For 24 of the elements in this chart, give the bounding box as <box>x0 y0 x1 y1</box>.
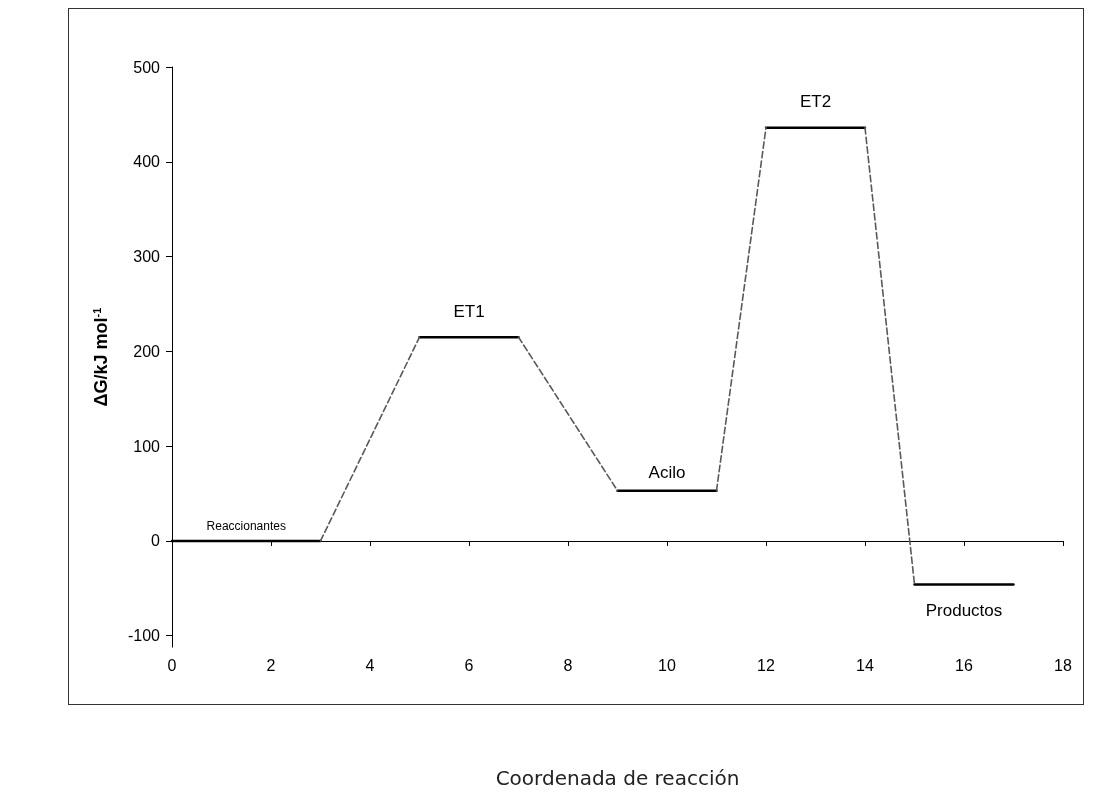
x-axis-title: Coordenada de reacción <box>495 766 740 790</box>
x-tick-label: 18 <box>1054 656 1072 674</box>
x-tick-label: 0 <box>167 656 177 674</box>
y-tick-label: 100 <box>133 437 161 455</box>
annotation: ET2 <box>799 92 832 112</box>
x-tick-label: 12 <box>757 656 775 674</box>
x-tick-label: 2 <box>266 656 276 674</box>
x-tick-label: 16 <box>955 656 973 674</box>
annotation: Reaccionantes <box>206 518 286 533</box>
x-tick-label: 8 <box>563 656 573 674</box>
annotation: Acilo <box>648 463 686 483</box>
x-tick-label: 10 <box>658 656 676 674</box>
y-tick-label: -100 <box>127 627 161 645</box>
y-axis-title: ΔG/kJ mol-1 <box>90 307 111 407</box>
y-tick-label: 500 <box>133 58 161 76</box>
x-tick-label: 6 <box>464 656 474 674</box>
x-tick-label: 14 <box>856 656 874 674</box>
x-tick-label: 4 <box>365 656 375 674</box>
y-tick-label: 300 <box>133 248 161 266</box>
y-tick-label: 200 <box>133 342 161 360</box>
y-tick-label: 400 <box>133 153 161 171</box>
y-tick-label: 0 <box>151 532 161 550</box>
annotation: Productos <box>925 601 1003 621</box>
annotation: ET1 <box>453 301 485 321</box>
